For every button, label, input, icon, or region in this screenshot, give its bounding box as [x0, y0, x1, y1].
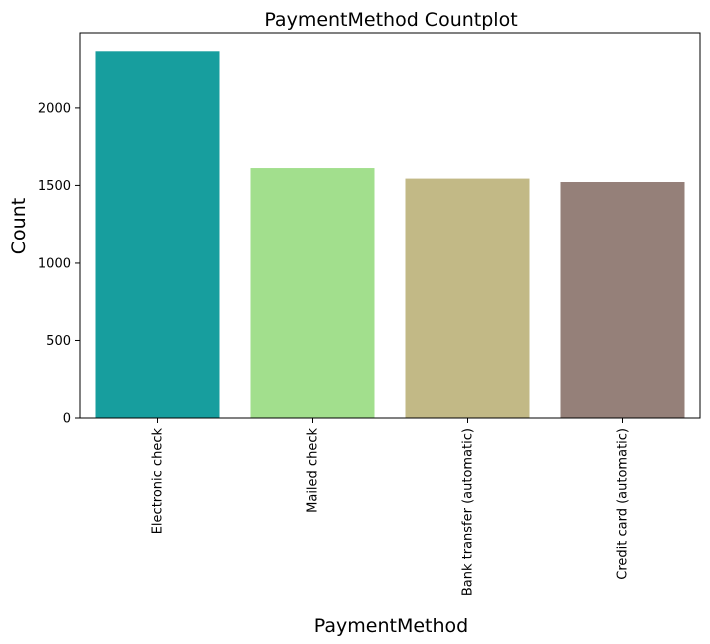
bar-2: [405, 178, 530, 418]
y-axis-ticks: 0 500 1000 1500 2000: [38, 101, 80, 427]
bar-3: [560, 182, 685, 418]
x-tick-label-0: Electronic check: [151, 428, 166, 535]
y-tick-label-0: 0: [63, 412, 71, 427]
bar-0: [95, 51, 220, 418]
x-tick-label-3: Credit card (automatic): [616, 428, 631, 580]
y-tick-label-2: 1000: [38, 256, 71, 271]
chart-title: PaymentMethod Countplot: [264, 9, 517, 31]
y-tick-label-3: 1500: [38, 179, 71, 194]
x-tick-label-1: Mailed check: [306, 428, 321, 513]
y-axis-label: Count: [8, 198, 30, 254]
x-tick-label-2: Bank transfer (automatic): [461, 428, 476, 596]
bars: [95, 51, 685, 418]
plot-frame: [79, 32, 701, 419]
x-axis-ticks: Electronic check Mailed check Bank transfe…: [151, 418, 631, 596]
bar-1: [250, 168, 375, 418]
y-tick-label-1: 500: [46, 334, 71, 349]
x-axis-label: PaymentMethod: [314, 615, 468, 637]
y-tick-label-4: 2000: [38, 101, 71, 116]
